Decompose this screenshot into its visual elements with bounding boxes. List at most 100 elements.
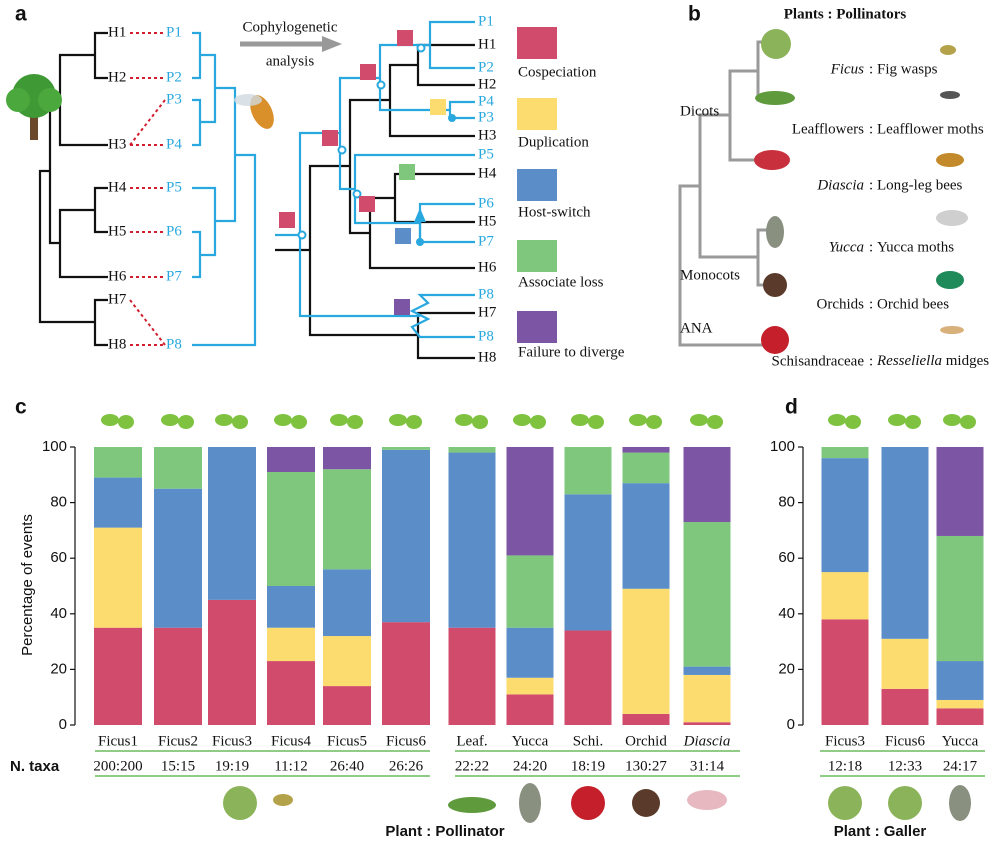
n-taxa-value: 15:15 [161, 758, 195, 774]
separator: : [869, 353, 873, 369]
map-shape [530, 415, 546, 429]
bar-segment [267, 661, 315, 725]
pollinator-name: Leafflower moths [877, 121, 984, 137]
tip-label: H7 [478, 304, 497, 320]
bar-segment [267, 627, 315, 662]
bar-segment [506, 694, 554, 725]
n-taxa-value: 11:12 [274, 758, 308, 774]
y-tick-label: 0 [787, 716, 795, 733]
map-icon [828, 414, 861, 429]
bar-segment [448, 447, 496, 453]
legend-label: Host-switch [518, 204, 591, 220]
y-tick-label: 20 [778, 660, 795, 677]
clade-label: Dicots [680, 103, 719, 119]
n-taxa-value: 24:20 [513, 758, 547, 774]
bar-segment [821, 619, 869, 725]
y-tick-label: 100 [770, 438, 795, 455]
plant-name: Yucca [829, 239, 864, 255]
parasite-label: P3 [166, 91, 182, 107]
bar-segment [94, 447, 142, 478]
y-tick-label: 20 [50, 660, 67, 677]
plant-tree [678, 40, 770, 347]
plant-name: Ficus [830, 61, 864, 77]
host-label: H4 [108, 179, 127, 195]
parasite-label: P2 [166, 69, 182, 85]
map-icon [690, 414, 723, 429]
bar-segment [622, 447, 670, 453]
plant-name: Diascia [816, 177, 864, 193]
x-tick-label: Ficus4 [271, 733, 312, 749]
x-tick-label: Yucca [512, 733, 549, 749]
n-taxa-label: N. taxa [10, 758, 60, 775]
tip-label: P1 [478, 13, 494, 29]
legend-label: Cospeciation [518, 64, 597, 80]
legend-swatch [517, 98, 557, 130]
n-taxa-value: 26:26 [389, 758, 424, 774]
map-shape [629, 414, 647, 426]
map-icon [161, 414, 194, 429]
bar-segment [323, 686, 371, 725]
y-tick-label: 80 [50, 494, 67, 511]
x-tick-label: Yucca [942, 733, 979, 749]
map-icon [330, 414, 363, 429]
bar-segment [821, 447, 869, 459]
map-shape [905, 415, 921, 429]
tip-label: P7 [478, 233, 494, 249]
tip-label: P2 [478, 59, 494, 75]
clade-label: ANA [680, 320, 713, 336]
bar-segment [448, 452, 496, 628]
y-tick-label: 40 [50, 605, 67, 622]
map-icon [274, 414, 307, 429]
bee-icon [234, 94, 274, 129]
map-shape [389, 414, 407, 426]
map-icon [455, 414, 488, 429]
bar-segment [881, 447, 929, 639]
n-taxa-value: 19:19 [215, 758, 249, 774]
x-tick-label: Ficus3 [212, 733, 252, 749]
bar-segment [683, 522, 731, 667]
map-icon [629, 414, 662, 429]
separator: : [869, 61, 873, 77]
bar-segment [821, 458, 869, 573]
n-taxa-value: 24:17 [943, 758, 978, 774]
separator: : [869, 239, 873, 255]
x-tick-label: Orchid [625, 733, 667, 749]
tip-label: H4 [478, 165, 497, 181]
bar-segment [323, 447, 371, 470]
pollinator-name: Orchid bees [877, 296, 949, 312]
host-label: H6 [108, 268, 127, 284]
map-shape [943, 414, 961, 426]
bar-segment [154, 447, 202, 489]
legend-label: Duplication [518, 134, 589, 150]
bar-segment [208, 447, 256, 600]
map-shape [888, 414, 906, 426]
tip-label: P3 [478, 109, 494, 125]
bar-segment [267, 447, 315, 473]
parasite-label: P8 [166, 336, 182, 352]
tip-label: P6 [478, 195, 494, 211]
host-label: H5 [108, 223, 126, 239]
tip-label: H6 [478, 259, 497, 275]
map-icon [888, 414, 921, 429]
plant-name: Leafflowers [792, 121, 864, 137]
bar-segment [506, 627, 554, 678]
bar-segment [208, 599, 256, 725]
bar-segment [323, 636, 371, 687]
separator: : [869, 296, 873, 312]
n-taxa-value: 22:22 [455, 758, 489, 774]
bar-segment [506, 555, 554, 628]
bar-segment [94, 477, 142, 528]
n-taxa-value: 200:200 [93, 758, 142, 774]
x-tick-label: Ficus6 [885, 733, 926, 749]
x-tick-label: Ficus1 [98, 733, 138, 749]
host-label: H8 [108, 336, 126, 352]
bar-segment [94, 527, 142, 628]
n-taxa-value: 18:19 [571, 758, 605, 774]
bar-segment [622, 713, 670, 725]
bar-segment [936, 708, 984, 725]
pollinator-name: Long-leg bees [877, 177, 963, 193]
bar-segment [622, 588, 670, 714]
map-shape [707, 415, 723, 429]
map-shape [178, 415, 194, 429]
host-label: H2 [108, 69, 126, 85]
